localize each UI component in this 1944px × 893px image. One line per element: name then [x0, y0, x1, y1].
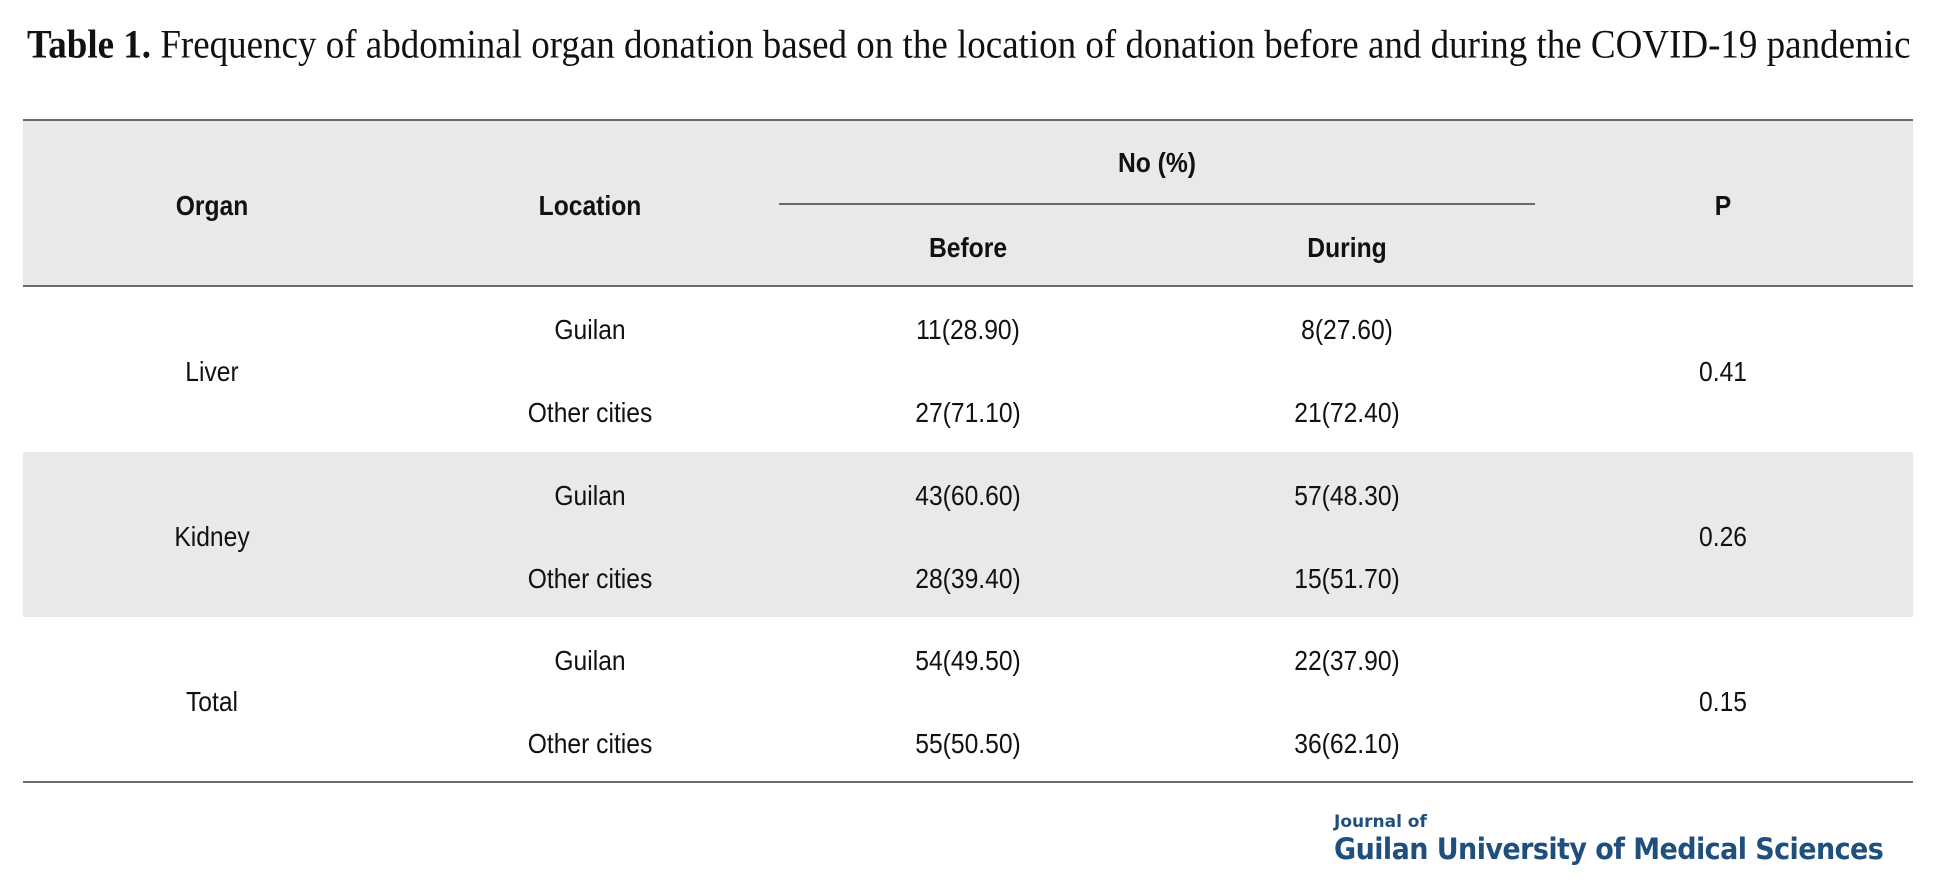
before-cell: 27(71.10) [915, 397, 1021, 428]
p-value-kidney: 0.26 [1699, 521, 1747, 552]
p-value-total: 0.15 [1699, 686, 1747, 717]
header-organ: Organ [175, 190, 249, 221]
caption-label: Table 1. [27, 23, 152, 68]
before-cell: 28(39.40) [915, 563, 1021, 594]
before-cell: 55(50.50) [915, 728, 1021, 759]
table-caption: Table 1. Frequency of abdominal organ do… [27, 22, 1911, 70]
during-cell: 21(72.40) [1294, 397, 1400, 428]
logo-line-2: Guilan University of Medical Sciences [1334, 832, 1884, 866]
during-cell: 57(48.30) [1294, 480, 1400, 511]
before-cell: 43(60.60) [915, 480, 1021, 511]
organ-kidney: Kidney [174, 521, 250, 552]
during-cell: 36(62.10) [1294, 728, 1400, 759]
header-during: During [1307, 232, 1387, 263]
location-cell: Other cities [527, 397, 653, 428]
location-cell: Guilan [554, 645, 626, 676]
top-rule [23, 119, 1913, 121]
location-cell: Guilan [554, 314, 626, 345]
data-table: Organ Location No (%) Before During P Li… [23, 119, 1913, 784]
header-location: Location [538, 190, 642, 221]
during-cell: 8(27.60) [1301, 314, 1393, 345]
journal-logo: Journal of Guilan University of Medical … [1334, 812, 1925, 866]
caption-text: Frequency of abdominal organ donation ba… [160, 23, 1911, 68]
header-group: No (%) [1117, 147, 1197, 178]
location-cell: Other cities [527, 563, 653, 594]
location-cell: Other cities [527, 728, 653, 759]
p-value-liver: 0.41 [1699, 356, 1747, 387]
organ-total: Total [185, 686, 239, 717]
during-cell: 15(51.70) [1294, 563, 1400, 594]
bottom-rule [23, 781, 1913, 783]
before-cell: 54(49.50) [915, 645, 1021, 676]
group-rule [779, 203, 1535, 205]
before-cell: 11(28.90) [916, 314, 1020, 345]
location-cell: Guilan [554, 480, 626, 511]
organ-liver: Liver [185, 356, 239, 387]
during-cell: 22(37.90) [1294, 645, 1400, 676]
header-p: P [1714, 190, 1732, 221]
header-before: Before [928, 232, 1008, 263]
logo-line-1: Journal of [1334, 812, 1427, 832]
header-bottom-rule [23, 285, 1913, 287]
kidney-band [23, 452, 1913, 617]
